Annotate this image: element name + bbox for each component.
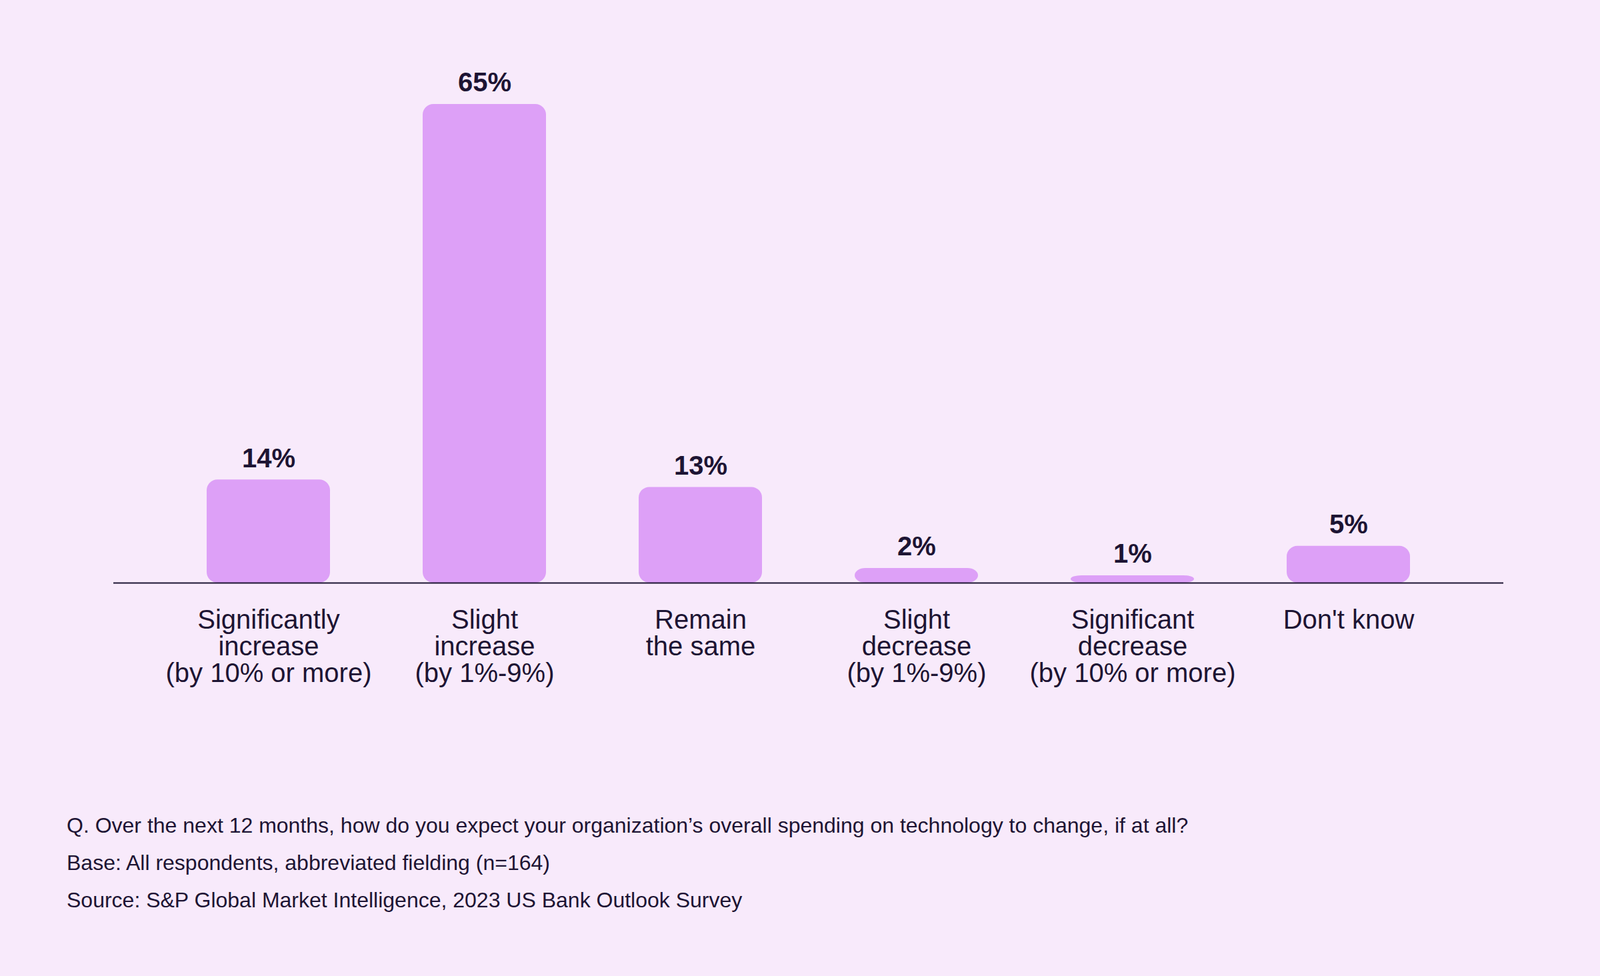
html-text:Base: All respondents, abbrevi: Base: All respondents, abbreviated field…	[66, 850, 550, 875]
svg-text:14%: 14%	[242, 443, 296, 473]
html-text:Q. Over the next 12 months, ho: Q. Over the next 12 months, how do you e…	[66, 813, 1189, 838]
svg-text:1%: 1%	[1113, 538, 1152, 568]
html-text:Source: S&P Global Market Inte: Source: S&P Global Market Intelligence, …	[66, 888, 743, 912]
svg-text:65%: 65%	[458, 67, 512, 97]
svg-text:Don't know: Don't know	[1283, 604, 1415, 634]
svg-text:5%: 5%	[1329, 509, 1368, 539]
svg-text:Remainthe same: Remainthe same	[646, 604, 756, 661]
svg-text:Slightdecrease(by 1%-9%): Slightdecrease(by 1%-9%)	[847, 604, 987, 688]
svg-text:Significantdecrease(by 10% or: Significantdecrease(by 10% or more)	[1030, 604, 1236, 688]
svg-text:13%: 13%	[674, 450, 728, 480]
svg-text:Slightincrease(by 1%-9%): Slightincrease(by 1%-9%)	[415, 604, 555, 688]
svg-text:2%: 2%	[897, 531, 936, 561]
svg-text:Significantlyincrease(by 10% o: Significantlyincrease(by 10% or more)	[166, 604, 372, 688]
